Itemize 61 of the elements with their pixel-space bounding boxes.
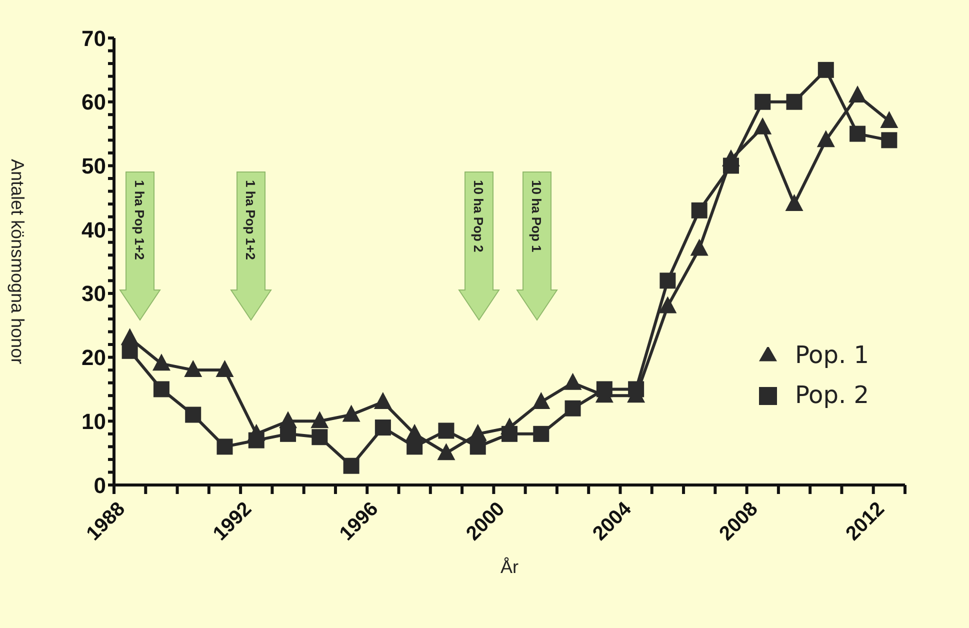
point xyxy=(216,438,233,455)
y-axis-title: Antalet könsmogna honor xyxy=(8,158,28,364)
point xyxy=(437,443,456,460)
point xyxy=(628,381,644,398)
point xyxy=(374,420,391,436)
down-arrow-icon: 10 ha Pop 2 xyxy=(458,172,500,321)
y-tick-label: 50 xyxy=(82,154,106,179)
point xyxy=(152,354,170,371)
y-tick-label: 10 xyxy=(82,408,106,434)
point xyxy=(850,126,866,142)
point xyxy=(374,392,392,409)
point xyxy=(564,400,581,416)
annotation: 1 ha Pop 1+2 xyxy=(132,180,147,260)
point xyxy=(312,429,328,446)
point xyxy=(660,272,676,289)
annotation: 1 ha Pop 1+2 xyxy=(243,180,258,260)
point xyxy=(438,422,454,439)
point xyxy=(185,406,202,423)
x-axis-title: År xyxy=(500,557,519,577)
down-arrow-icon: 1 ha Pop 1+2 xyxy=(230,172,272,321)
point xyxy=(343,458,360,474)
point xyxy=(502,426,518,442)
y-tick-label: 60 xyxy=(82,90,106,115)
point xyxy=(564,372,582,390)
down-arrow-icon: 1 ha Pop 1+2 xyxy=(119,172,161,321)
point xyxy=(216,360,234,378)
legend-label: Pop. 1 xyxy=(794,341,869,369)
point xyxy=(754,117,772,134)
point xyxy=(406,438,423,455)
legend-label: Pop. 2 xyxy=(794,381,869,409)
point xyxy=(533,426,550,442)
point xyxy=(690,238,708,256)
annotation: 10 ha Pop 2 xyxy=(471,180,486,252)
point xyxy=(248,432,264,448)
y-tick-label: 0 xyxy=(94,472,106,498)
point xyxy=(310,411,329,428)
point xyxy=(153,381,170,398)
point xyxy=(122,342,138,359)
annotation: 10 ha Pop 1 xyxy=(529,180,544,252)
point xyxy=(722,158,739,174)
point xyxy=(848,85,867,102)
point xyxy=(816,130,835,148)
y-tick-label: 40 xyxy=(82,217,106,242)
point xyxy=(754,94,771,110)
point xyxy=(184,360,202,378)
point xyxy=(280,426,296,442)
point xyxy=(818,62,834,78)
point xyxy=(691,202,708,218)
point xyxy=(786,94,802,110)
point xyxy=(532,392,550,409)
point xyxy=(785,194,804,212)
y-tick-label: 30 xyxy=(82,281,106,306)
point xyxy=(342,404,360,422)
point xyxy=(470,438,486,455)
down-arrow-icon: 10 ha Pop 1 xyxy=(516,172,558,321)
point xyxy=(881,132,898,148)
y-tick-label: 70 xyxy=(82,26,106,51)
y-tick-label: 20 xyxy=(82,345,106,370)
point xyxy=(658,296,677,314)
point xyxy=(596,381,612,398)
point xyxy=(880,111,898,128)
